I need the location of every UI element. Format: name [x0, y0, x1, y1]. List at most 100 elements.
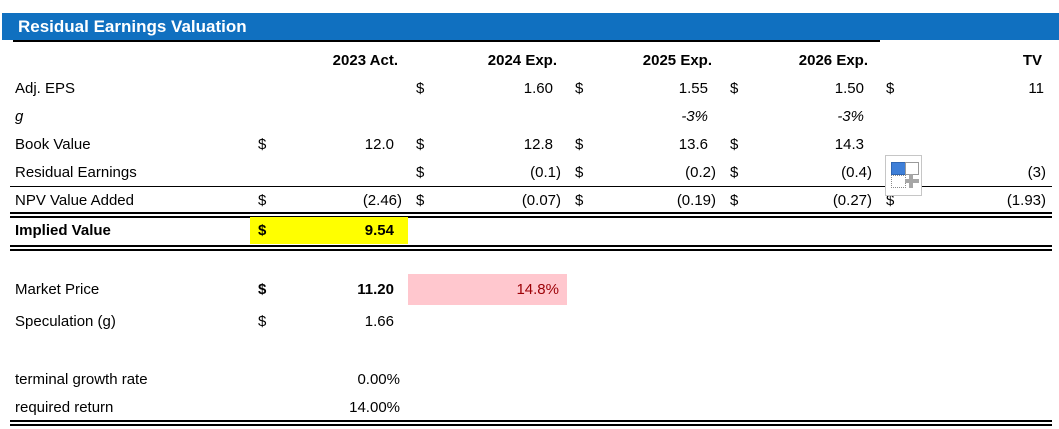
cell-mp-tv[interactable] — [878, 274, 1052, 305]
row-terminal-growth-rate: terminal growth rate 0.00% — [10, 365, 1052, 393]
row-label-book-value[interactable]: Book Value — [15, 135, 91, 153]
cell-value: -3% — [681, 107, 708, 125]
cell-re-tv[interactable]: (3) — [878, 158, 1052, 186]
cell-implied-value-2026[interactable] — [722, 217, 878, 244]
cell-npv-tv[interactable]: $ (1.93) — [878, 188, 1052, 212]
cell-market-price-2023[interactable]: $11.20 — [250, 274, 408, 305]
cell-re-2025[interactable]: $ (0.2) — [567, 158, 722, 186]
cell-bv-2024[interactable]: $12.8 — [408, 130, 567, 158]
row-implied-value: Implied Value $9.54 — [10, 217, 1052, 244]
dollar-sign: $ — [416, 191, 425, 209]
insert-options-icon[interactable] — [885, 155, 922, 196]
col-header-tv[interactable]: TV — [1022, 51, 1042, 69]
cell-bv-2023[interactable]: $12.0 — [250, 130, 408, 158]
cell-rr-2026[interactable] — [722, 393, 878, 421]
dollar-sign: $ — [886, 79, 895, 97]
dollar-sign: $ — [416, 163, 425, 181]
cell-re-2024[interactable]: $ (0.1) — [408, 158, 567, 186]
cell-g-2024[interactable] — [408, 102, 567, 130]
row-label-terminal-growth-rate[interactable]: terminal growth rate — [15, 370, 148, 388]
col-header-2025[interactable]: 2025 Exp. — [642, 51, 712, 69]
cell-mp-2026[interactable] — [722, 274, 878, 305]
cell-bv-tv[interactable] — [878, 130, 1052, 158]
cell-re-2026[interactable]: $ (0.4) — [722, 158, 878, 186]
cell-adj-eps-2023[interactable] — [250, 74, 408, 102]
cell-spec-tv[interactable] — [878, 307, 1052, 335]
dollar-sign: $ — [416, 79, 425, 97]
row-label-market-price[interactable]: Market Price — [15, 281, 100, 298]
cell-required-return-value[interactable]: 14.00% — [250, 393, 408, 421]
row-label-growth[interactable]: g — [15, 107, 24, 125]
cell-market-premium-pct[interactable]: 14.8% — [408, 274, 567, 305]
cell-adj-eps-2024[interactable]: $1.60 — [408, 74, 567, 102]
cell-value: 11 — [1028, 79, 1044, 97]
cell-value: 1.50 — [834, 79, 864, 97]
cell-npv-2023[interactable]: $ (2.46) — [250, 188, 408, 212]
row-market-price: Market Price $11.20 14.8% — [10, 274, 1052, 305]
cell-value: (0.27) — [832, 191, 872, 209]
cell-value: 9.54 — [364, 222, 394, 239]
cell-tgr-2025[interactable] — [567, 365, 722, 393]
row-label-implied-value[interactable]: Implied Value — [15, 222, 111, 239]
cell-value: (1.93) — [1006, 191, 1046, 209]
cell-npv-2024[interactable]: $ (0.07) — [408, 188, 567, 212]
header-row: 2023 Act. 2024 Exp. 2025 Exp. 2026 Exp. … — [10, 46, 1052, 74]
row-label-speculation[interactable]: Speculation (g) — [15, 312, 116, 330]
cell-speculation-2023[interactable]: $1.66 — [250, 307, 408, 335]
cell-spec-2026[interactable] — [722, 307, 878, 335]
cell-tgr-tv[interactable] — [878, 365, 1052, 393]
col-header-2026[interactable]: 2026 Exp. — [798, 51, 868, 69]
row-label-required-return[interactable]: required return — [15, 398, 114, 416]
cell-npv-2025[interactable]: $ (0.19) — [567, 188, 722, 212]
insert-options-dashed-cell — [891, 175, 906, 188]
cell-terminal-growth-rate-value[interactable]: 0.00% — [250, 365, 408, 393]
cell-value: (0.2) — [685, 163, 716, 181]
cell-value: 1.66 — [364, 312, 394, 330]
section-title-bar[interactable]: Residual Earnings Valuation — [2, 13, 1059, 40]
cell-rr-2024[interactable] — [408, 393, 567, 421]
col-header-2024[interactable]: 2024 Exp. — [487, 51, 557, 69]
cell-adj-eps-tv[interactable]: $11 — [878, 74, 1052, 102]
cell-spec-2025[interactable] — [567, 307, 722, 335]
cell-bv-2025[interactable]: $13.6 — [567, 130, 722, 158]
cell-implied-value-2023[interactable]: $9.54 — [250, 217, 408, 244]
double-rule-below-npv — [10, 212, 1052, 218]
cell-tgr-2026[interactable] — [722, 365, 878, 393]
cell-adj-eps-2026[interactable]: $1.50 — [722, 74, 878, 102]
cell-re-2023[interactable] — [250, 158, 408, 186]
dollar-sign: $ — [730, 191, 739, 209]
cell-implied-value-2024[interactable] — [408, 217, 567, 244]
cell-adj-eps-2025[interactable]: $1.55 — [567, 74, 722, 102]
cell-value: (3) — [1027, 163, 1046, 181]
page-title: Residual Earnings Valuation — [18, 16, 247, 36]
title-underline — [13, 40, 880, 42]
cell-value: (2.46) — [362, 191, 402, 209]
cell-implied-value-tv[interactable] — [878, 217, 1052, 244]
cell-g-2026[interactable]: -3% — [722, 102, 878, 130]
row-residual-earnings: Residual Earnings $ (0.1) $ (0.2) $ (0.4) (… — [10, 158, 1052, 186]
row-label-residual-earnings[interactable]: Residual Earnings — [15, 163, 137, 181]
cell-npv-2026[interactable]: $ (0.27) — [722, 188, 878, 212]
cell-value: 14.8% — [516, 281, 559, 298]
cell-value: (0.4) — [841, 163, 872, 181]
cell-g-tv[interactable] — [878, 102, 1052, 130]
cell-value: (0.19) — [676, 191, 716, 209]
cell-mp-2025[interactable] — [567, 274, 722, 305]
cell-tgr-2024[interactable] — [408, 365, 567, 393]
cell-rr-2025[interactable] — [567, 393, 722, 421]
cell-value: -3% — [837, 107, 864, 125]
row-growth: g -3% -3% — [10, 102, 1052, 130]
cell-g-2023[interactable] — [250, 102, 408, 130]
cell-bv-2026[interactable]: $14.3 — [722, 130, 878, 158]
cell-value: 14.00% — [349, 398, 400, 416]
insert-options-blue-cell — [891, 162, 906, 175]
cell-implied-value-2025[interactable] — [567, 217, 722, 244]
cell-g-2025[interactable]: -3% — [567, 102, 722, 130]
row-label-adj-eps[interactable]: Adj. EPS — [15, 79, 76, 97]
dollar-sign: $ — [886, 191, 895, 209]
col-header-2023[interactable]: 2023 Act. — [332, 51, 398, 69]
row-label-npv[interactable]: NPV Value Added — [15, 191, 134, 209]
cell-rr-tv[interactable] — [878, 393, 1052, 421]
cell-spec-2024[interactable] — [408, 307, 567, 335]
cell-value: (0.07) — [521, 191, 561, 209]
